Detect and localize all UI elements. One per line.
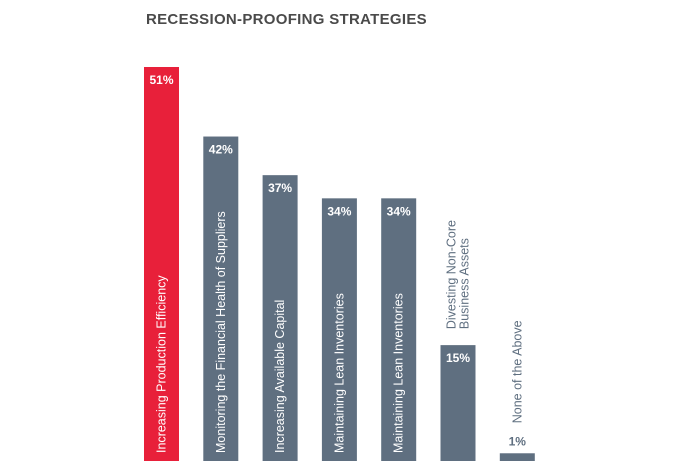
value-label-3: 37% — [268, 181, 292, 195]
category-label-1: Increasing Production Efficiency — [155, 275, 169, 453]
category-label-5: Maintaining Lean Inventories — [392, 293, 406, 453]
value-label-2: 42% — [209, 143, 233, 157]
bars-group: 51% Increasing Production Efficiency 42% Mo… — [144, 67, 535, 462]
bar-6 — [440, 345, 476, 461]
bar-7 — [499, 453, 535, 461]
category-label-3: Increasing Available Capital — [273, 300, 287, 453]
category-label-6: Divesting Non-CoreBusiness Assets — [445, 220, 472, 329]
category-label-7: None of the Above — [510, 320, 524, 423]
bar-4 — [321, 198, 357, 462]
category-label-2: Monitoring the Financial Health of Suppl… — [214, 211, 228, 453]
bar-1 — [144, 67, 179, 461]
bar-5 — [381, 198, 417, 462]
value-label-4: 34% — [327, 204, 351, 218]
value-label-7: 1% — [509, 434, 527, 448]
chart-title: RECESSION-PROOFING STRATEGIES — [146, 11, 427, 28]
value-label-5: 34% — [387, 204, 411, 218]
bar-2 — [203, 136, 239, 461]
value-label-6: 15% — [446, 351, 470, 365]
value-label-1: 51% — [149, 73, 173, 87]
category-label-4: Maintaining Lean Inventories — [332, 293, 346, 453]
bar-3 — [262, 175, 298, 461]
